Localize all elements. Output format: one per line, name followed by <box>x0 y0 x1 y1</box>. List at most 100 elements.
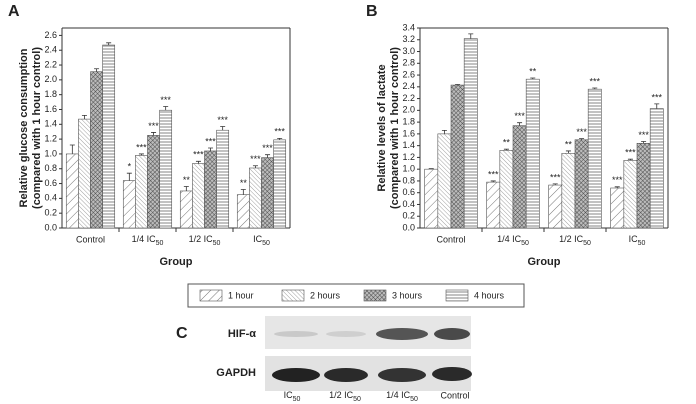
y-tick-label: 2.2 <box>44 59 57 69</box>
y-tick-label: 3.2 <box>402 34 415 44</box>
bar <box>159 109 173 229</box>
bar <box>273 139 287 229</box>
error-bar <box>468 33 474 39</box>
y-tick-label: 1.4 <box>402 140 415 150</box>
y-tick-label: 0.2 <box>44 208 57 218</box>
y-tick-label: 0.4 <box>44 193 57 203</box>
significance-label: ** <box>529 66 537 76</box>
bar <box>512 125 527 229</box>
error-bar <box>220 126 226 131</box>
y-tick-label: 0.6 <box>44 178 57 188</box>
significance-label: *** <box>274 127 285 137</box>
bar <box>574 139 589 229</box>
significance-label: ** <box>565 139 573 149</box>
bar <box>135 155 148 229</box>
significance-label: *** <box>148 121 159 131</box>
y-tick-label: 2.0 <box>402 105 415 115</box>
y-tick-label: 0.0 <box>44 222 57 232</box>
bar <box>261 157 274 229</box>
panel-label: A <box>8 3 20 20</box>
legend-swatch <box>363 289 387 302</box>
error-bar <box>517 122 523 126</box>
error-bar <box>252 165 258 168</box>
error-bar <box>641 141 647 144</box>
bar <box>610 187 625 229</box>
error-bar <box>654 103 660 109</box>
error-bar <box>627 158 633 161</box>
legend-swatch <box>281 289 305 302</box>
y-tick-label: 2.6 <box>44 30 57 40</box>
error-bar <box>126 172 132 181</box>
blot-row-label: HIF-α <box>228 328 256 340</box>
error-bar <box>441 129 447 134</box>
y-axis-label: (compared with 1 hour control) <box>389 47 401 209</box>
significance-label: *** <box>488 169 499 179</box>
panel-label: B <box>366 3 378 20</box>
error-bar <box>106 42 112 46</box>
bar <box>78 118 91 229</box>
y-tick-label: 0.4 <box>402 199 415 209</box>
x-tick-label: IC50 <box>629 234 646 246</box>
significance-label: *** <box>262 143 273 153</box>
significance-label: *** <box>514 111 525 121</box>
bar <box>147 135 160 229</box>
blot-image <box>265 316 472 391</box>
y-tick-label: 3.4 <box>402 22 415 32</box>
y-tick-label: 1.2 <box>402 152 415 162</box>
significance-label: *** <box>193 150 204 160</box>
significance-label: ** <box>240 178 248 188</box>
y-axis-label: Relative glucose consumption <box>18 48 30 207</box>
error-bar <box>552 183 558 186</box>
error-bar <box>240 189 246 195</box>
significance-label: *** <box>652 92 663 102</box>
y-tick-label: 2.8 <box>402 58 415 68</box>
significance-label: *** <box>590 76 601 86</box>
bar <box>216 129 230 229</box>
significance-label: *** <box>638 130 649 140</box>
significance-label: *** <box>550 172 561 182</box>
significance-label: ** <box>183 175 191 185</box>
y-tick-label: 0.8 <box>44 163 57 173</box>
significance-label: *** <box>625 148 636 158</box>
bar <box>424 168 439 229</box>
significance-label: *** <box>612 175 623 185</box>
significance-label: *** <box>160 95 171 105</box>
error-bar <box>614 186 620 188</box>
bar <box>561 152 576 229</box>
y-tick-label: 1.4 <box>44 119 57 129</box>
significance-label: ** <box>503 138 511 148</box>
significance-label: *** <box>136 142 147 152</box>
bar <box>463 38 478 229</box>
error-bar <box>428 168 434 170</box>
bar <box>249 167 262 229</box>
error-bar <box>592 87 598 90</box>
x-axis-label: Group <box>160 256 193 268</box>
x-tick-label: Control <box>76 234 105 244</box>
y-tick-label: 2.4 <box>402 81 415 91</box>
significance-label: *** <box>205 136 216 146</box>
blot-lane-label: 1/4 IC50 <box>386 390 418 402</box>
x-tick-label: 1/2 IC50 <box>189 234 221 246</box>
error-bar <box>195 160 201 164</box>
error-bar <box>503 148 509 151</box>
bar <box>65 153 79 229</box>
y-tick-label: 1.0 <box>402 164 415 174</box>
blot-lane-label: Control <box>440 390 469 400</box>
error-bar <box>565 150 571 154</box>
significance-label: *** <box>250 154 261 164</box>
legend-label: 2 hours <box>310 290 341 300</box>
y-tick-label: 1.8 <box>44 89 57 99</box>
bar <box>486 181 501 229</box>
bar <box>636 142 651 229</box>
y-tick-label: 2.4 <box>44 45 57 55</box>
bar <box>623 160 638 229</box>
y-tick-label: 0.0 <box>402 222 415 232</box>
bar <box>179 190 193 229</box>
x-tick-label: 1/4 IC50 <box>132 234 164 246</box>
error-bar <box>579 138 585 140</box>
error-bar <box>490 180 496 183</box>
x-tick-label: 1/2 IC50 <box>559 234 591 246</box>
bar <box>122 180 136 229</box>
x-axis-label: Group <box>528 256 561 268</box>
